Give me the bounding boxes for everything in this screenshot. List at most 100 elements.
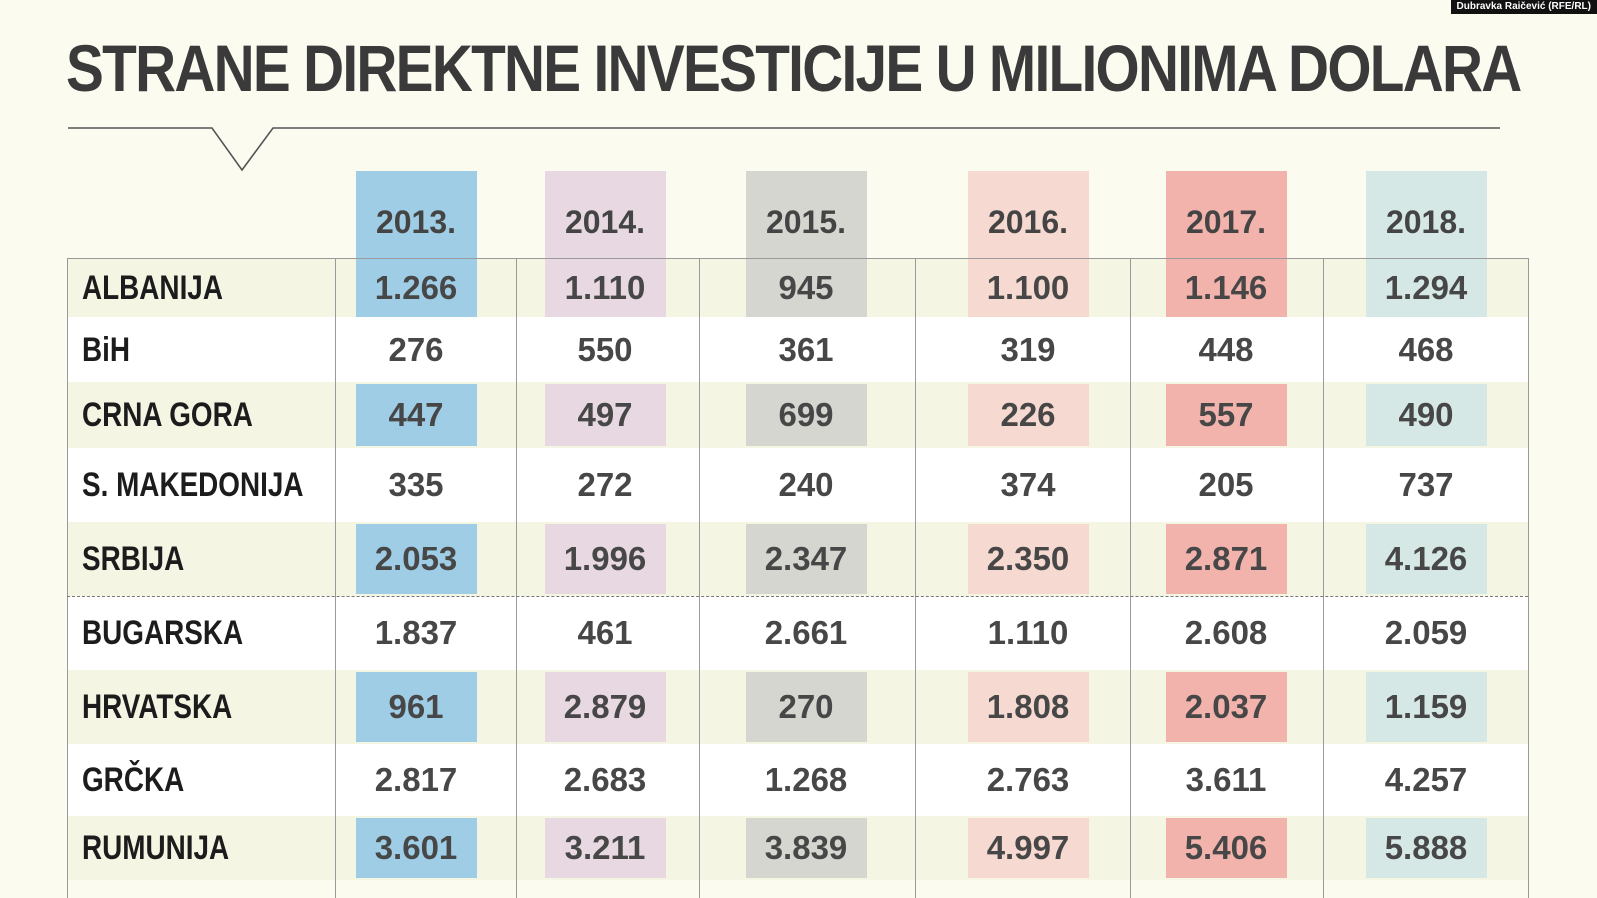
table-cell: 699 [778,396,834,433]
photo-credit: Dubravka Raičević (RFE/RL) [1450,0,1597,14]
column-divider [335,258,336,898]
cell-bg [355,818,477,878]
cell-bg [1365,672,1487,742]
table-cell: 2.350 [986,540,1070,577]
table-cell: 1.110 [987,614,1069,651]
table-cell: 550 [577,330,633,368]
table-cell: 2.763 [986,761,1070,798]
chart-title: STRANE DIREKTNE INVESTICIJE U MILIONIMA … [66,31,1522,105]
cell-bg [967,524,1089,594]
table-cell: 319 [1000,330,1056,368]
table-cell: 1.146 [1184,268,1268,306]
cell-bg [967,672,1089,742]
country-label: BiH [82,330,131,369]
table-cell: 1.996 [563,540,647,577]
table-cell: 5.406 [1184,829,1268,866]
year-header: 2016. [987,204,1069,240]
column-divider [1130,258,1131,898]
column-divider [915,258,916,898]
table-cell: 737 [1398,466,1454,503]
cell-bg [355,524,477,594]
cell-bg [1165,818,1287,878]
cell-bg [1365,384,1487,446]
table-cell: 2.053 [374,540,458,577]
country-label: S. MAKEDONIJA [82,466,304,504]
table-cell: 374 [1000,466,1056,503]
table-cell: 4.997 [986,829,1070,866]
cell-bg [544,524,666,594]
table-cell: 3.611 [1185,761,1267,798]
table-cell: 2.817 [374,761,458,798]
cell-bg [1165,384,1287,446]
year-header-bg [1365,171,1487,317]
row-band [68,448,1528,522]
table-cell: 5.888 [1384,829,1468,866]
table-cell: 1.110 [564,268,646,306]
row-band [68,744,1528,816]
country-label: GRČKA [82,761,185,799]
table-cell: 270 [778,688,834,725]
cell-bg [1165,672,1287,742]
cell-bg [967,818,1089,878]
table-cell: 945 [778,268,834,306]
year-header: 2018. [1385,204,1467,240]
table-cell: 361 [778,330,834,368]
cell-bg [355,672,477,742]
table-cell: 2.871 [1184,540,1268,577]
table-cell: 1.266 [374,268,458,306]
table-cell: 1.100 [986,268,1070,306]
table-cell: 4.126 [1384,540,1468,577]
country-label: HRVATSKA [82,688,233,726]
table-cell: 226 [1000,396,1056,433]
table-cell: 2.059 [1384,614,1468,651]
table-cell: 4.257 [1384,761,1468,798]
year-header: 2017. [1185,204,1267,240]
row-band [68,596,1528,670]
cell-bg [1365,818,1487,878]
column-divider [1323,258,1324,898]
table-cell: 557 [1198,396,1254,433]
year-header-bg [1165,171,1287,317]
table-cell: 1.294 [1384,268,1468,306]
table-cell: 468 [1398,330,1454,368]
cell-bg [745,384,867,446]
table-top-border [67,258,1528,259]
cell-bg [745,524,867,594]
table-cell: 3.211 [564,829,646,866]
column-divider [67,258,68,898]
table-cell: 2.347 [764,540,848,577]
table-cell: 497 [577,396,633,433]
table-cell: 1.268 [764,761,848,798]
table-cell: 272 [577,466,633,503]
cell-bg [1365,524,1487,594]
table-cell: 2.037 [1184,688,1268,725]
table-cell: 2.661 [764,614,848,651]
cell-bg [544,818,666,878]
year-header-bg [745,171,867,317]
table-cell: 1.837 [374,614,458,651]
table-cell: 205 [1198,466,1254,503]
year-header-bg [967,171,1089,317]
country-label: CRNA GORA [82,396,253,434]
table-cell: 961 [388,688,444,725]
table-cell: 240 [778,466,834,503]
table-cell: 276 [388,330,444,368]
column-divider [516,258,517,898]
table-cell: 2.879 [563,688,647,725]
table-cell: 3.601 [374,829,458,866]
table-cell: 1.808 [986,688,1070,725]
table-cell: 461 [577,614,633,651]
country-label: SRBIJA [82,540,185,578]
country-label: RUMUNIJA [82,829,230,867]
cell-bg [967,384,1089,446]
year-header: 2014. [564,204,646,240]
column-divider [1528,258,1529,898]
cell-bg [1165,524,1287,594]
cell-bg [745,672,867,742]
country-label: BUGARSKA [82,614,244,652]
year-header-bg [544,171,666,317]
row-band [68,317,1528,382]
table-cell: 335 [388,466,444,503]
table-cell: 490 [1398,396,1454,433]
country-label: ALBANIJA [82,268,223,307]
